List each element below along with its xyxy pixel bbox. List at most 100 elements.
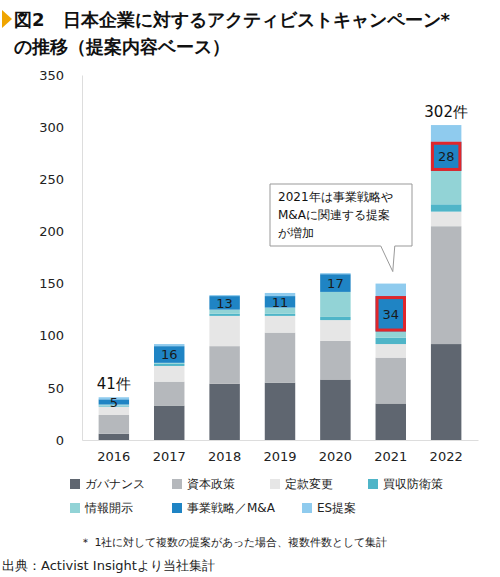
- labels: 516131117342841件302件2021年は事業戦略やM&Aに関連する提…: [97, 103, 468, 410]
- x-axis: 2016201720182019202020212022: [83, 440, 479, 464]
- y-tick: 0: [56, 433, 82, 448]
- legend-item: 定款変更: [270, 477, 333, 491]
- bar-segment: [320, 274, 350, 292]
- bar-segment: [154, 346, 184, 363]
- bar-segment: [265, 316, 295, 333]
- bar-segment: [320, 273, 350, 274]
- series: [99, 142, 462, 405]
- bar-segment: [320, 317, 350, 320]
- y-axis-line: [82, 76, 83, 441]
- legend-item: 事業戦略／M&A: [172, 501, 276, 515]
- bars: [99, 125, 462, 440]
- data-label: 28: [438, 149, 455, 164]
- highlight-box: [432, 143, 459, 169]
- x-tick-label: 2019: [263, 449, 296, 464]
- legend-item: ガバナンス: [70, 477, 145, 491]
- callout-box: [270, 184, 412, 272]
- x-tick: 2017: [153, 440, 186, 464]
- bar-segment: [154, 363, 184, 364]
- legend-item: 情報開示: [70, 501, 133, 515]
- total-label: 41件: [97, 375, 131, 393]
- legend-label: ES提案: [317, 501, 356, 515]
- bar-segment: [265, 314, 295, 316]
- legend-swatch: [70, 479, 80, 489]
- y-tick: 250: [39, 172, 82, 187]
- bar-segment: [376, 404, 406, 441]
- callout-text: M&Aに関連する提案: [278, 208, 390, 222]
- x-tick-label: 2020: [319, 449, 352, 464]
- legend-swatch: [70, 503, 80, 513]
- bar-segment: [431, 204, 461, 211]
- bar-segment: [99, 434, 129, 440]
- bar-segment: [320, 292, 350, 317]
- y-axis: 0 50 100 150 200 250 300 350: [39, 68, 82, 448]
- bar-segment: [154, 344, 184, 346]
- legend-label: 買収防衛策: [383, 477, 443, 491]
- legend-label: 事業戦略／M&A: [187, 501, 276, 515]
- bar-segment: [154, 406, 184, 440]
- bar-segment: [376, 344, 406, 358]
- y-tick-label: 200: [39, 224, 64, 239]
- data-label: 17: [327, 276, 344, 291]
- highlight-box: [377, 298, 404, 330]
- bar-segment: [376, 296, 406, 331]
- bar-segment: [154, 366, 184, 382]
- x-tick: 2019: [263, 440, 296, 464]
- bar-segment: [265, 383, 295, 440]
- legend-label: 資本政策: [187, 477, 235, 491]
- callout-text: 2021年は事業戦略や: [278, 190, 393, 204]
- legend-swatch: [368, 479, 378, 489]
- title: 図2 日本企業に対するアクティビストキャンペーン*: [14, 9, 451, 30]
- bar-segment: [431, 125, 461, 142]
- y-tick: 200: [39, 224, 82, 239]
- x-tick: 2021: [374, 440, 407, 464]
- x-tick: 2020: [319, 440, 352, 464]
- series: [99, 125, 462, 399]
- legend-label: 定款変更: [285, 477, 333, 491]
- bar-segment: [154, 364, 184, 366]
- note: ＊ 1社に対して複数の提案があった場合、複数件数として集計: [80, 536, 388, 549]
- bar-segment: [99, 415, 129, 434]
- data-label: 11: [272, 295, 289, 310]
- bar-segment: [320, 320, 350, 341]
- bar-segment: [431, 212, 461, 227]
- chart: 図2 日本企業に対するアクティビストキャンペーン*の推移（提案内容ベース）050…: [0, 0, 500, 577]
- bar-segment: [376, 284, 406, 297]
- legend-item: ES提案: [302, 501, 356, 515]
- x-tick-label: 2021: [374, 449, 407, 464]
- bar-segment: [320, 341, 350, 380]
- bar-segment: [209, 384, 239, 440]
- data-label: 34: [382, 307, 399, 322]
- bar-segment: [265, 333, 295, 383]
- legend-swatch: [302, 503, 312, 513]
- bar-segment: [209, 316, 239, 346]
- legend-item: 資本政策: [172, 477, 235, 491]
- x-axis-line: [83, 440, 479, 441]
- legend-label: ガバナンス: [85, 477, 145, 491]
- y-tick-label: 50: [47, 381, 64, 396]
- legend-label: 情報開示: [84, 501, 133, 515]
- legend-swatch: [172, 479, 182, 489]
- bar-segment: [376, 358, 406, 404]
- y-tick: 100: [39, 328, 82, 343]
- x-tick: 2022: [430, 440, 463, 464]
- bar-segment: [376, 338, 406, 344]
- data-label: 5: [110, 395, 118, 410]
- y-tick-label: 300: [39, 120, 64, 135]
- bar-segment: [376, 332, 406, 338]
- series: [99, 171, 462, 406]
- y-tick: 50: [47, 381, 82, 396]
- series: [99, 226, 462, 434]
- x-tick-label: 2022: [430, 449, 463, 464]
- legend-swatch: [270, 479, 280, 489]
- y-tick-label: 350: [39, 68, 64, 83]
- total-label: 302件: [424, 103, 468, 121]
- legend: ガバナンス 資本政策 定款変更 買収防衛策情報開示 事業戦略／M&A ES提案: [70, 477, 443, 515]
- bar-segment: [431, 344, 461, 440]
- x-tick: 2018: [208, 440, 241, 464]
- bar-segment: [154, 382, 184, 406]
- title-marker: [2, 10, 12, 28]
- bar-segment: [320, 380, 350, 440]
- source: 出典：Activist Insightより当社集計: [2, 558, 215, 573]
- y-tick: 150: [39, 276, 82, 291]
